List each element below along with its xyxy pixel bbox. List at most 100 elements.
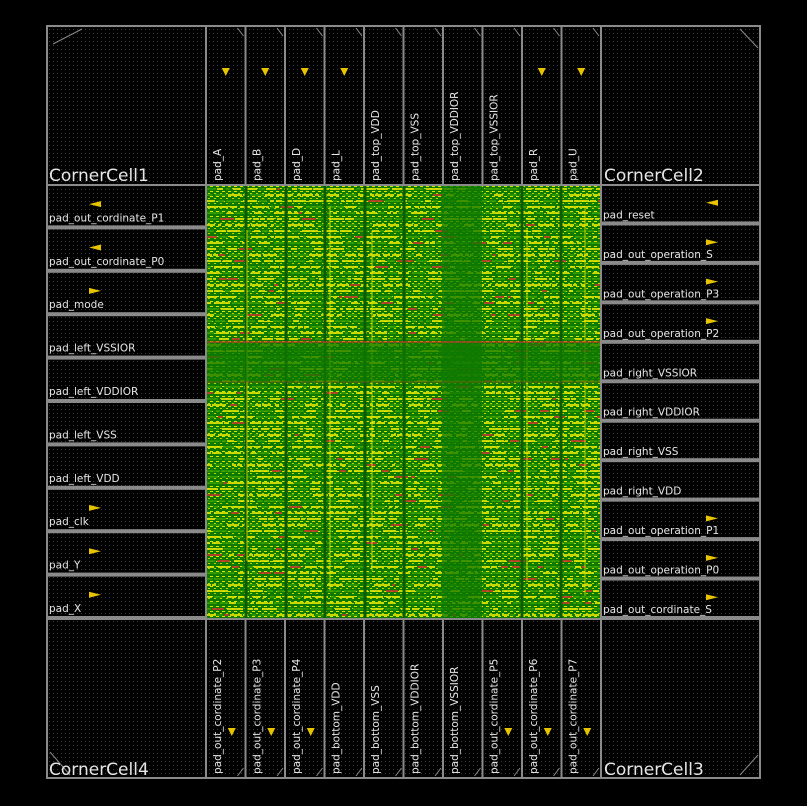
pad-pad-out-cordinate-p0: pad_out_cordinate_P0 xyxy=(46,227,207,273)
pad-label: pad_out_operation_S xyxy=(603,249,713,261)
pad-label: pad_out_cordinate_P5 xyxy=(489,659,501,774)
pad-pad-out-operation-p2: pad_out_operation_P2 xyxy=(600,302,761,344)
pad-out-operation-p2-arrow-icon xyxy=(706,318,718,325)
pad-label: pad_out_cordinate_P6 xyxy=(528,658,540,774)
pad-pad-right-vss: pad_right_VSS xyxy=(600,420,761,463)
pad-out-cordinate-p1-arrow-icon xyxy=(89,201,101,208)
pad-label: pad_right_VDDIOR xyxy=(603,407,700,419)
pad-label: pad_reset xyxy=(603,209,655,221)
pad-label: pad_out_operation_P2 xyxy=(603,328,719,340)
pad-label: pad_top_VSSIOR xyxy=(489,94,501,181)
pad-label: pad_left_VSSIOR xyxy=(49,343,135,355)
pad-pad-bottom-vddior: pad_bottom_VDDIOR xyxy=(402,618,444,779)
pad-pad-left-vssior: pad_left_VSSIOR xyxy=(46,314,207,360)
pad-label: pad_D xyxy=(291,148,303,181)
pad-b-arrow-icon xyxy=(261,68,270,76)
pad-label: pad_out_cordinate_P1 xyxy=(49,212,164,224)
pad-pad-left-vdd: pad_left_VDD xyxy=(46,444,207,490)
pad-pad-out-cordinate-p1: pad_out_cordinate_P1 xyxy=(46,184,207,230)
pad-x-arrow-icon xyxy=(89,591,101,598)
pad-label: pad_left_VDDIOR xyxy=(49,386,138,398)
pad-label: pad_bottom_VSSIOR xyxy=(449,667,461,774)
pad-pad-out-operation-s: pad_out_operation_S xyxy=(600,223,761,265)
pad-label: pad_out_cordinate_P4 xyxy=(291,658,303,774)
pad-pad-bottom-vss: pad_bottom_VSS xyxy=(363,618,405,779)
core-area xyxy=(206,185,601,619)
pad-pad-out-operation-p1: pad_out_operation_P1 xyxy=(600,499,761,542)
pad-label: pad_out_cordinate_P3 xyxy=(252,659,264,774)
pad-out-cordinate-p5-arrow-icon xyxy=(504,728,513,736)
pad-pad-bottom-vdd: pad_bottom_VDD xyxy=(323,618,365,779)
pad-r-arrow-icon xyxy=(537,68,546,76)
pad-pad-out-cordinate-p6: pad_out_cordinate_P6 xyxy=(521,618,563,779)
pad-pad-d: pad_D xyxy=(284,25,326,186)
pad-reset-arrow-icon xyxy=(706,199,718,206)
pad-pad-top-vssior: pad_top_VSSIOR xyxy=(481,25,523,186)
pad-pad-top-vss: pad_top_VSS xyxy=(402,25,444,186)
pad-ring: pad_A pad_B pad_D pad_L pad_top_VDD pad_top_V… xyxy=(46,25,761,779)
pad-out-cordinate-p2-arrow-icon xyxy=(227,728,236,736)
pad-pad-a: pad_A xyxy=(205,25,247,186)
pad-pad-right-vssior: pad_right_VSSIOR xyxy=(600,341,761,384)
pad-pad-top-vdd: pad_top_VDD xyxy=(363,25,405,186)
pad-out-operation-p3-arrow-icon xyxy=(706,278,718,285)
pad-pad-out-operation-p3: pad_out_operation_P3 xyxy=(600,262,761,305)
pad-pad-u: pad_U xyxy=(560,25,602,186)
pad-label: pad_U xyxy=(568,148,580,181)
pad-l-arrow-icon xyxy=(340,68,349,76)
pad-pad-b: pad_B xyxy=(244,25,286,186)
pad-out-operation-p1-arrow-icon xyxy=(706,515,718,522)
pad-pad-r: pad_R xyxy=(521,25,563,186)
pad-label: pad_out_cordinate_P0 xyxy=(49,256,164,268)
pad-pad-out-cordinate-s: pad_out_cordinate_S xyxy=(600,578,761,621)
pad-y-arrow-icon xyxy=(89,548,101,555)
pad-label: pad_R xyxy=(528,149,540,181)
pad-out-cordinate-p7-arrow-icon xyxy=(583,728,592,736)
pad-out-cordinate-s-arrow-icon xyxy=(706,594,718,601)
pad-label: pad_top_VDD xyxy=(370,110,382,181)
pad-pad-left-vddior: pad_left_VDDIOR xyxy=(46,357,207,404)
pad-label: pad_L xyxy=(331,150,343,181)
pad-pad-mode: pad_mode xyxy=(46,270,207,317)
pad-pad-x: pad_X xyxy=(46,574,207,620)
pad-clk-arrow-icon xyxy=(89,504,101,511)
pad-label: pad_left_VDD xyxy=(49,473,120,485)
pad-pad-top-vddior: pad_top_VDDIOR xyxy=(442,25,484,186)
pad-pad-l: pad_L xyxy=(323,25,365,186)
pad-label: pad_out_operation_P3 xyxy=(603,288,719,300)
pad-label: pad_bottom_VDD xyxy=(331,682,343,774)
corner-cell-3: CornerCell3 xyxy=(600,618,761,780)
pad-label: pad_bottom_VDDIOR xyxy=(410,664,422,774)
pad-out-cordinate-p4-arrow-icon xyxy=(306,728,315,736)
pad-out-operation-p0-arrow-icon xyxy=(706,554,718,561)
pad-label: pad_out_cordinate_P2 xyxy=(212,659,224,774)
pad-mode-arrow-icon xyxy=(89,287,101,294)
pad-pad-out-cordinate-p4: pad_out_cordinate_P4 xyxy=(284,618,326,779)
corner-cell-1: CornerCell1 xyxy=(46,25,207,186)
pad-label: pad_A xyxy=(212,148,224,181)
pad-label: pad_out_cordinate_P7 xyxy=(568,659,580,774)
pad-pad-out-cordinate-p7: pad_out_cordinate_P7 xyxy=(560,618,602,779)
corner-cell-4: CornerCell4 xyxy=(46,618,207,780)
corner-cell-1-label: CornerCell1 xyxy=(49,166,149,186)
pad-out-cordinate-p6-arrow-icon xyxy=(543,728,552,736)
pad-pad-out-operation-p0: pad_out_operation_P0 xyxy=(600,539,761,581)
corner-cell-3-label: CornerCell3 xyxy=(604,760,704,780)
pad-pad-right-vddior: pad_right_VDDIOR xyxy=(600,381,761,423)
pad-label: pad_X xyxy=(49,603,81,615)
pad-label: pad_right_VSSIOR xyxy=(603,367,697,379)
corner-cell-2-label: CornerCell2 xyxy=(604,166,704,186)
pad-label: pad_clk xyxy=(49,516,90,528)
pad-pad-out-cordinate-p2: pad_out_cordinate_P2 xyxy=(205,618,247,779)
pad-label: pad_bottom_VSS xyxy=(370,685,382,774)
corner-cell-4-label: CornerCell4 xyxy=(49,760,149,780)
pad-pad-clk: pad_clk xyxy=(46,487,207,534)
pad-pad-reset: pad_reset xyxy=(600,184,761,226)
pad-pad-right-vdd: pad_right_VDD xyxy=(600,460,761,502)
corner-cell-2: CornerCell2 xyxy=(600,25,761,186)
pad-pad-left-vss: pad_left_VSS xyxy=(46,401,207,447)
pad-pad-out-cordinate-p5: pad_out_cordinate_P5 xyxy=(481,618,523,779)
pad-out-cordinate-p3-arrow-icon xyxy=(267,728,276,736)
